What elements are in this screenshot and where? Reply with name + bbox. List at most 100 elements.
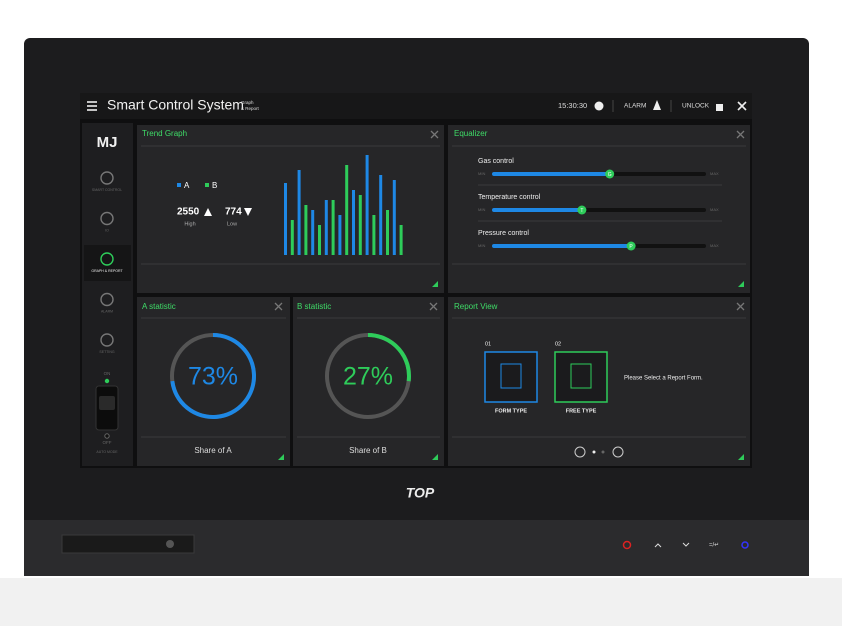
form-card[interactable] bbox=[554, 351, 608, 403]
clock-icon bbox=[594, 101, 604, 111]
slider-knob[interactable] bbox=[626, 241, 636, 251]
bar bbox=[297, 170, 301, 255]
page-dot bbox=[601, 450, 605, 454]
bar bbox=[399, 225, 403, 255]
panel-dividers bbox=[141, 145, 746, 438]
switch-on-label: ON bbox=[104, 371, 111, 376]
slider-knob-letter: P bbox=[629, 244, 633, 250]
bar bbox=[392, 180, 396, 255]
form-card[interactable] bbox=[484, 351, 538, 403]
slider-knob[interactable] bbox=[605, 169, 615, 179]
slider-min: MIN bbox=[478, 171, 485, 176]
bar bbox=[304, 205, 308, 255]
bar bbox=[372, 215, 376, 255]
high-value: 2550 bbox=[177, 207, 200, 218]
alarm-button[interactable]: ALARM bbox=[624, 103, 646, 110]
page-dot bbox=[592, 450, 596, 454]
bar bbox=[386, 210, 389, 255]
bar bbox=[379, 175, 383, 255]
panel-title: Equalizer bbox=[454, 129, 488, 138]
donut-caption: Share of B bbox=[349, 446, 387, 455]
down-triangle bbox=[244, 208, 252, 216]
mode-label: AUTO MODE bbox=[96, 450, 118, 454]
menu-label[interactable]: SMART CONTROL bbox=[92, 188, 122, 192]
legend-label: B bbox=[212, 181, 217, 190]
slider-label: Temperature control bbox=[478, 194, 541, 201]
clock-time: 15:30:30 bbox=[558, 101, 587, 110]
slider-knob-letter: T bbox=[580, 208, 583, 214]
header-bar bbox=[80, 93, 752, 119]
off-led bbox=[104, 433, 110, 439]
switch-off-label: OFF bbox=[103, 440, 112, 445]
slider-max: MAX bbox=[710, 243, 719, 248]
slider-label: Gas control bbox=[478, 158, 514, 165]
slot-led bbox=[166, 540, 174, 548]
bar bbox=[358, 195, 362, 255]
slider-knob[interactable] bbox=[577, 205, 587, 215]
blue-key[interactable] bbox=[741, 541, 749, 549]
donut-arc bbox=[170, 333, 256, 419]
bar bbox=[284, 183, 287, 255]
down-key[interactable] bbox=[682, 542, 690, 547]
menu-icon[interactable] bbox=[100, 211, 114, 226]
menu-label[interactable]: IO bbox=[105, 228, 109, 232]
menu-label[interactable]: ALARM bbox=[101, 309, 113, 313]
slider-fill bbox=[492, 172, 610, 176]
close-icon[interactable] bbox=[737, 101, 747, 111]
donut-value: 73% bbox=[188, 363, 238, 391]
unlock-button[interactable]: UNLOCK bbox=[682, 103, 710, 110]
active-item bbox=[84, 245, 131, 281]
stat-panel bbox=[293, 297, 444, 466]
stat-panel bbox=[137, 297, 290, 466]
slider-fill bbox=[492, 244, 632, 248]
high-label: High bbox=[184, 221, 195, 227]
menu-icon[interactable] bbox=[100, 292, 114, 307]
menu-icon[interactable] bbox=[100, 252, 114, 266]
app-subtitle: Graph bbox=[241, 100, 254, 105]
floor bbox=[0, 578, 842, 626]
bell-icon bbox=[653, 100, 661, 110]
legend-swatch bbox=[205, 183, 209, 187]
bar bbox=[324, 200, 328, 255]
enter-key[interactable]: =/↵ bbox=[709, 543, 719, 549]
next-page[interactable] bbox=[612, 446, 624, 458]
panel-title: B statistic bbox=[297, 302, 331, 311]
bar bbox=[345, 165, 349, 255]
corner-marks bbox=[278, 281, 744, 460]
on-led bbox=[104, 378, 110, 384]
app-subtitle: & Report bbox=[241, 106, 260, 111]
power-key[interactable] bbox=[622, 540, 632, 550]
bar bbox=[290, 220, 294, 255]
bar bbox=[311, 210, 315, 255]
bar bbox=[318, 225, 321, 255]
slider-max: MAX bbox=[710, 171, 719, 176]
bar bbox=[352, 190, 355, 255]
slider-fill bbox=[492, 208, 582, 212]
form-label: FORM TYPE bbox=[495, 408, 527, 414]
app-title: Smart Control System bbox=[107, 97, 244, 113]
prev-page[interactable] bbox=[574, 446, 586, 458]
slider-min: MIN bbox=[478, 207, 485, 212]
menu-label[interactable]: SETTING bbox=[99, 350, 114, 354]
brand-logo: TOP bbox=[406, 485, 435, 501]
bar bbox=[365, 155, 369, 255]
panel-title: Trend Graph bbox=[142, 129, 187, 138]
up-key[interactable] bbox=[654, 543, 662, 548]
menu-icon[interactable] bbox=[100, 333, 114, 347]
menu-label[interactable]: GRAPH & REPORT bbox=[91, 269, 123, 273]
form-number: 01 bbox=[485, 341, 491, 347]
low-label: Low bbox=[227, 221, 237, 227]
panel-close-buttons[interactable] bbox=[274, 130, 745, 311]
form-label: FREE TYPE bbox=[566, 408, 597, 414]
logo: MJ bbox=[97, 134, 118, 151]
legend-swatch bbox=[177, 183, 181, 187]
menu-icon[interactable] bbox=[87, 101, 97, 111]
donut-caption: Share of A bbox=[194, 446, 232, 455]
slider-knob-letter: G bbox=[608, 172, 612, 178]
legend-label: A bbox=[184, 181, 190, 190]
bar bbox=[338, 215, 342, 255]
donut-arc bbox=[367, 333, 411, 382]
menu-icon[interactable] bbox=[100, 171, 114, 185]
bar bbox=[331, 200, 335, 255]
up-triangle bbox=[204, 208, 212, 216]
